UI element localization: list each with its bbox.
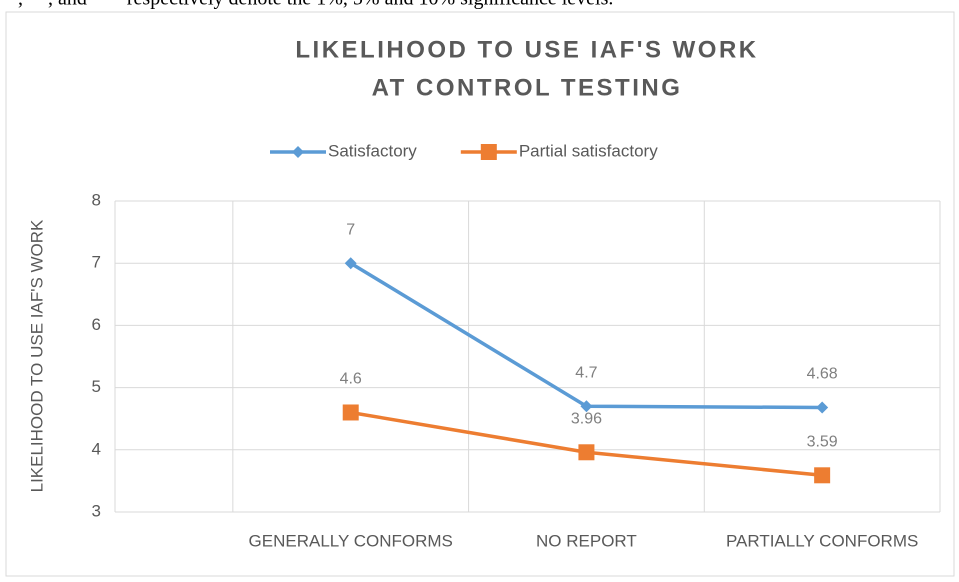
y-tick-label: 7: [92, 253, 101, 272]
y-axis-title: LIKELIHOOD TO USE IAF'S WORK: [27, 219, 46, 492]
chart-title: LIKELIHOOD TO USE IAF'S WORK: [295, 36, 758, 63]
data-label: 3.59: [807, 434, 838, 451]
y-tick-label: 5: [92, 377, 101, 396]
point: [578, 444, 595, 461]
x-tick-label: PARTIALLY CONFORMS: [726, 531, 918, 550]
y-tick-label: 8: [92, 190, 101, 209]
x-tick-label: NO REPORT: [536, 531, 637, 550]
y-tick-label: 3: [92, 501, 101, 520]
x-tick-label: GENERALLY CONFORMS: [249, 531, 453, 550]
chart-frame: [5, 11, 955, 577]
y-tick-label: 6: [92, 315, 101, 334]
point: [816, 401, 829, 414]
legend-marker: [480, 144, 497, 160]
y-tick-label: 4: [92, 439, 101, 458]
data-label: 3.96: [571, 411, 602, 428]
data-label: 4.7: [575, 364, 597, 381]
data-label: 4.6: [340, 371, 362, 388]
point: [342, 404, 359, 421]
legend-label: Satisfactory: [328, 141, 417, 160]
point: [580, 400, 593, 413]
point: [344, 257, 357, 270]
chart-title: AT CONTROL TESTING: [372, 74, 683, 101]
data-label: 7: [346, 221, 355, 238]
legend-label: Partial satisfactory: [519, 141, 658, 160]
point: [814, 467, 831, 484]
note: *, **, and *** respectively denote the 1…: [8, 0, 613, 10]
legend-marker: [292, 146, 304, 158]
data-label: 4.68: [807, 366, 838, 383]
